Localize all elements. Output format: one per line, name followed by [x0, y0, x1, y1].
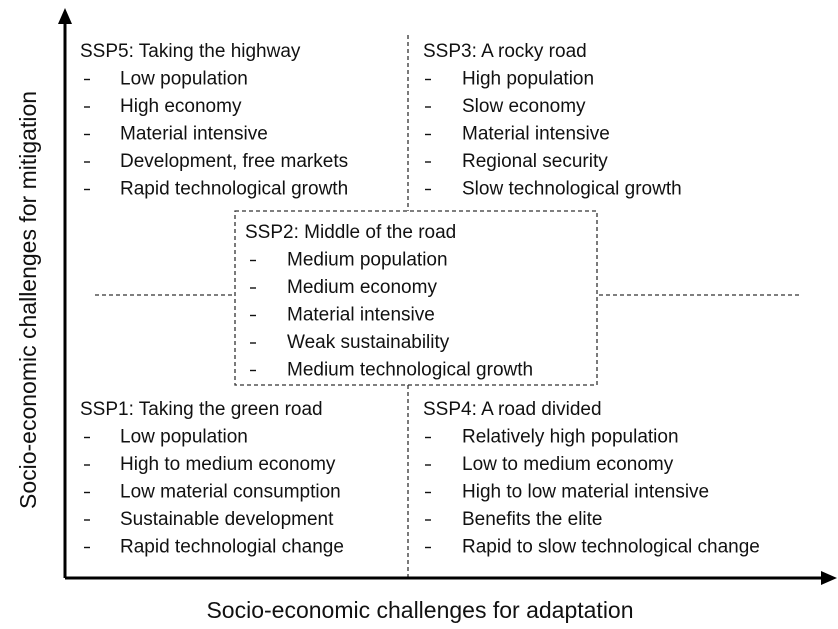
scenario-item: Weak sustainability — [287, 332, 450, 353]
scenario-item: Low population — [120, 427, 248, 448]
scenario-item: Material intensive — [287, 305, 435, 326]
scenario-item: Slow economy — [462, 96, 586, 117]
middle-box — [234, 210, 598, 386]
scenario-item: Benefits the elite — [462, 509, 602, 530]
scenario-item: High economy — [120, 96, 242, 117]
scenario-item: Low material consumption — [120, 482, 341, 503]
scenario-item: Medium economy — [287, 277, 437, 298]
scenario-item: Rapid to slow technological change — [462, 537, 760, 558]
scenario-title: SSP1: Taking the green road — [80, 399, 323, 420]
y-axis-label: Socio-economic challenges for mitigation — [15, 91, 41, 509]
scenario-title: SSP5: Taking the highway — [80, 41, 301, 62]
scenario-item: Material intensive — [120, 124, 268, 145]
scenario-item: Rapid technological growth — [120, 179, 348, 200]
scenario-item: Slow technological growth — [462, 179, 682, 200]
scenario-title: SSP3: A rocky road — [423, 41, 587, 62]
scenario-item: Low to medium economy — [462, 454, 674, 475]
x-axis-label: Socio-economic challenges for adaptation — [206, 597, 633, 623]
scenario-item: Material intensive — [462, 124, 610, 145]
scenario-item: Low population — [120, 69, 248, 90]
scenario-item: Regional security — [462, 151, 608, 172]
scenario-title: SSP2: Middle of the road — [245, 222, 456, 243]
scenario-item: High to medium economy — [120, 454, 336, 475]
y-axis-arrow — [58, 8, 72, 24]
scenario-title: SSP4: A road divided — [423, 399, 602, 420]
scenario-item: Relatively high population — [462, 427, 679, 448]
scenario-item: High population — [462, 69, 594, 90]
scenario-item: Development, free markets — [120, 151, 348, 172]
scenario-item: High to low material intensive — [462, 482, 709, 503]
scenario-item: Rapid technologial change — [120, 537, 344, 558]
scenario-item: Medium technological growth — [287, 360, 533, 381]
scenario-item: Sustainable development — [120, 509, 334, 530]
x-axis-arrow — [821, 571, 837, 585]
scenario-item: Medium population — [287, 250, 448, 271]
